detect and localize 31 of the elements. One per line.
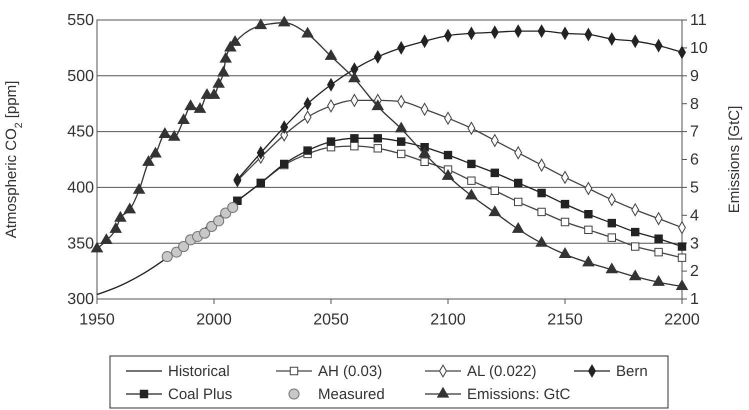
y2-tick-label: 1 — [690, 291, 699, 308]
x-tick-label: 2050 — [313, 312, 349, 329]
y2-axis-title: Emissions [GtC] — [726, 106, 743, 214]
y-tick-label: 400 — [67, 180, 94, 197]
y2-tick-label: 9 — [690, 68, 699, 85]
legend-label: Coal Plus — [168, 386, 232, 403]
x-tick-label: 1950 — [79, 312, 115, 329]
legend-label: AH (0.03) — [318, 363, 382, 380]
legend-label: Historical — [168, 363, 230, 380]
y2-tick-label: 5 — [690, 180, 699, 197]
y-tick-label: 450 — [67, 124, 94, 141]
y-tick-label: 350 — [67, 235, 94, 252]
y-tick-label: 500 — [67, 68, 94, 85]
x-tick-label: 2150 — [547, 312, 583, 329]
legend-label: AL (0.022) — [467, 363, 536, 380]
y2-tick-label: 8 — [690, 96, 699, 113]
y2-tick-label: 7 — [690, 124, 699, 141]
y2-tick-label: 10 — [690, 40, 708, 58]
legend-label: Bern — [616, 363, 648, 380]
y2-tick-label: 4 — [690, 207, 699, 224]
y2-tick-label: 6 — [690, 152, 699, 169]
y-tick-label: 300 — [67, 291, 94, 308]
legend-label: Emissions: GtC — [467, 386, 571, 403]
y2-tick-label: 3 — [690, 235, 699, 252]
x-tick-label: 2100 — [430, 312, 466, 329]
legend-label: Measured — [318, 386, 385, 403]
x-tick-label: 2000 — [196, 312, 232, 329]
y-tick-label: 550 — [67, 12, 94, 30]
y2-tick-label: 11 — [690, 12, 707, 30]
y2-tick-label: 2 — [690, 263, 699, 280]
x-tick-label: 2200 — [664, 312, 700, 329]
